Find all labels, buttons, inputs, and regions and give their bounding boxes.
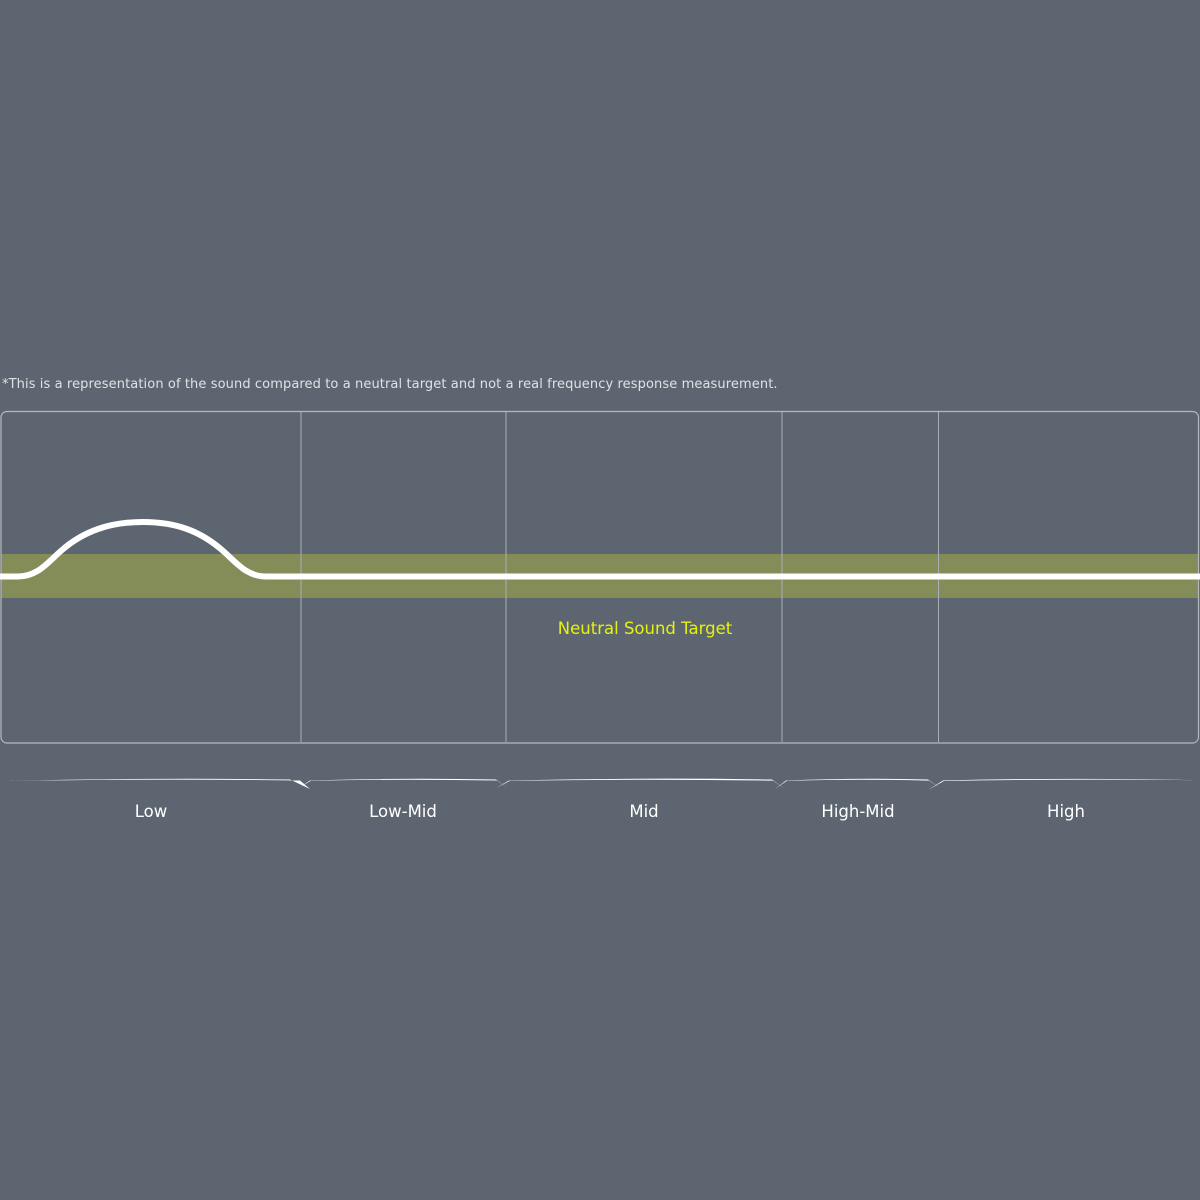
band-label-mid: Mid [629,802,658,821]
brace-high-mid [775,778,940,789]
band-label-low-mid: Low-Mid [369,802,437,821]
band-label-low: Low [135,802,168,821]
band-label-high-mid: High-Mid [821,802,894,821]
brace-low [6,778,310,789]
band-braces [6,778,1196,790]
band-label-high: High [1047,802,1085,821]
brace-high [928,778,1196,790]
disclaimer-note: *This is a representation of the sound c… [2,377,778,392]
brace-mid [496,778,785,789]
neutral-target-label: Neutral Sound Target [558,619,733,638]
sound-curve [0,519,1200,580]
brace-low-mid [300,778,508,788]
